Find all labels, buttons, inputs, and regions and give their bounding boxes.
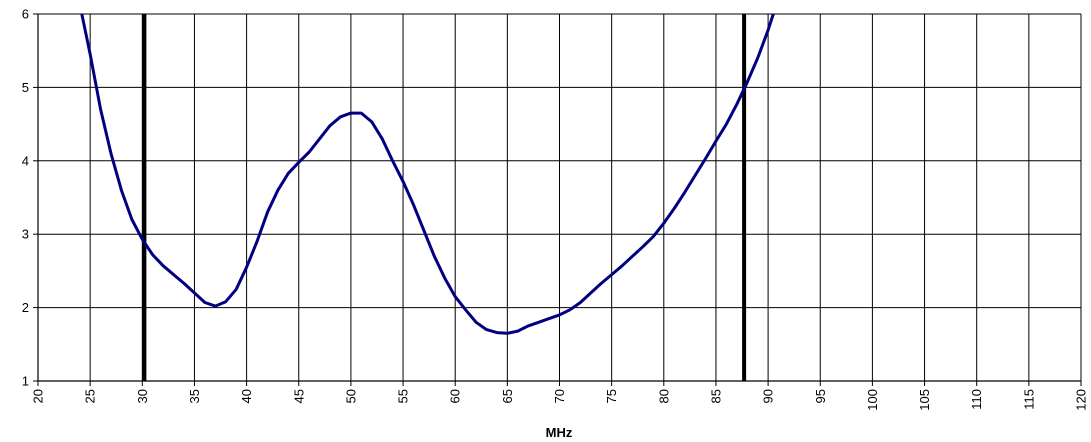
series-layer [80, 13, 775, 335]
x-tick-label: 85 [708, 389, 723, 403]
x-tick-label: 75 [604, 389, 619, 403]
x-tick-label: 90 [761, 389, 776, 403]
x-tick-label: 105 [917, 389, 932, 411]
x-tick-label: 65 [500, 389, 515, 403]
x-tick-label: 50 [343, 389, 358, 403]
band-markers [142, 14, 747, 381]
x-tick-label: 60 [448, 389, 463, 403]
x-tick-label: 110 [969, 389, 984, 410]
x-tick-label: 35 [187, 389, 202, 403]
series-line [80, 13, 775, 335]
y-tick-label: 6 [22, 7, 29, 22]
y-tick-label: 5 [22, 80, 29, 95]
y-tick-label: 1 [22, 374, 29, 389]
x-tick-label: 45 [291, 389, 306, 403]
y-tick-label: 3 [22, 227, 29, 242]
y-tick-labels: 1 2 3 4 5 6 [22, 7, 29, 389]
x-tick-label: 40 [239, 389, 254, 403]
y-tick-label: 2 [22, 300, 29, 315]
x-axis-title: MHz [546, 425, 573, 440]
x-tick-label: 55 [396, 389, 411, 403]
x-tick-labels: 20 25 30 35 40 45 50 55 60 65 70 75 80 85 90 95 100 105 11… [31, 389, 1089, 411]
x-tick-label: 115 [1021, 389, 1036, 410]
grid [37, 13, 1082, 382]
y-tick-label: 4 [22, 153, 29, 168]
x-tick-label: 95 [813, 389, 828, 403]
x-tick-label: 80 [656, 389, 671, 403]
x-tick-label: 25 [83, 389, 98, 403]
x-tick-label: 30 [135, 389, 150, 403]
x-tick-label: 20 [31, 389, 46, 403]
axes [33, 13, 1082, 386]
x-tick-label: 120 [1074, 389, 1089, 411]
x-tick-label: 100 [865, 389, 880, 411]
x-tick-label: 70 [552, 389, 567, 403]
